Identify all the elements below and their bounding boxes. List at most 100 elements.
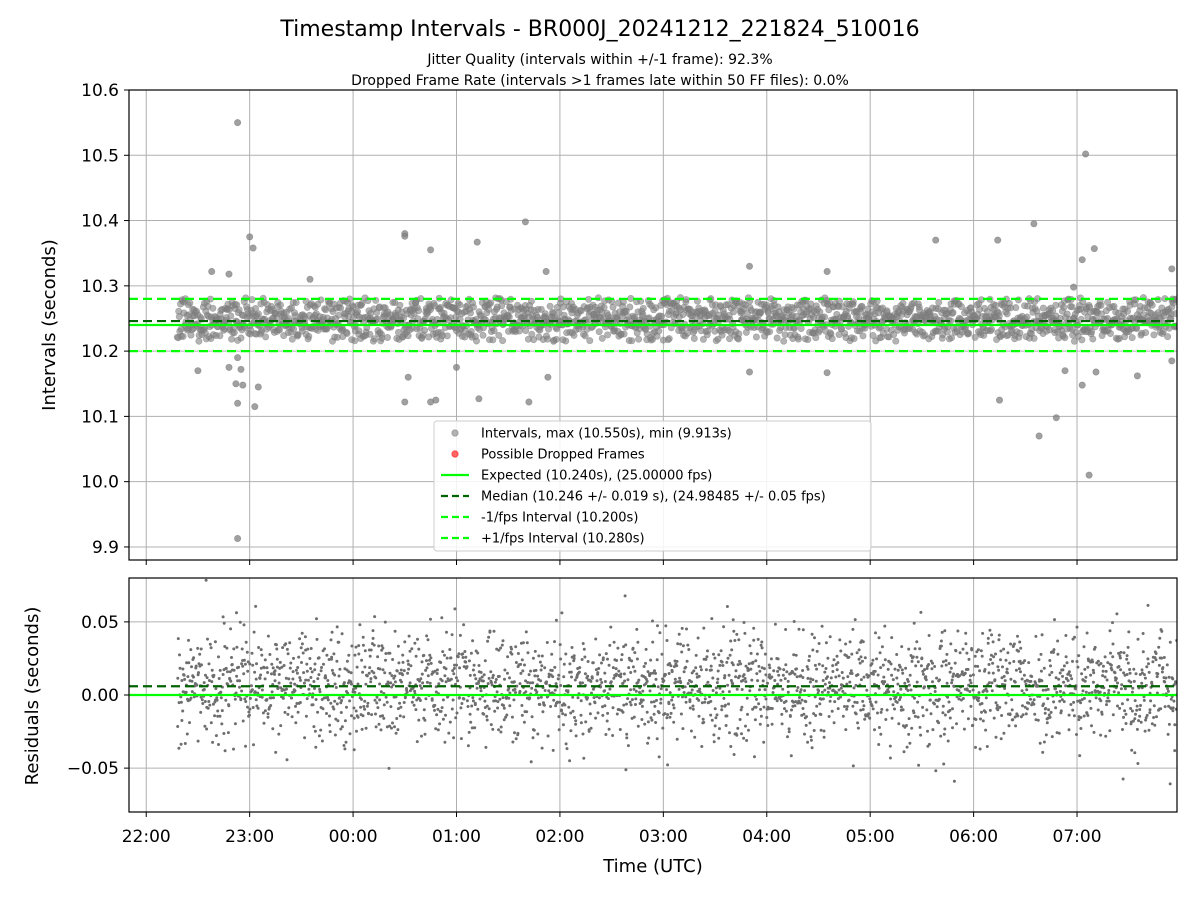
residual-point bbox=[305, 697, 309, 701]
residual-point bbox=[329, 638, 333, 642]
residual-point bbox=[238, 685, 241, 689]
residual-point bbox=[313, 729, 317, 733]
interval-point bbox=[1016, 329, 1024, 337]
residual-point bbox=[750, 678, 754, 682]
residual-point bbox=[691, 707, 695, 711]
residual-point bbox=[792, 653, 796, 657]
residual-point bbox=[177, 746, 181, 750]
residual-point bbox=[984, 696, 988, 700]
residual-point bbox=[219, 696, 223, 700]
residual-point bbox=[1113, 671, 1117, 675]
interval-point bbox=[988, 325, 996, 333]
residual-point bbox=[298, 637, 302, 641]
residual-point bbox=[400, 680, 403, 684]
residual-point bbox=[443, 674, 447, 678]
residual-point bbox=[921, 705, 925, 709]
residual-point bbox=[287, 706, 291, 710]
residual-point bbox=[533, 649, 537, 653]
residual-point bbox=[295, 702, 299, 705]
residual-point bbox=[887, 690, 891, 694]
residual-point bbox=[987, 681, 991, 685]
residual-point bbox=[390, 685, 394, 689]
residual-point bbox=[367, 671, 371, 675]
residual-point bbox=[450, 707, 454, 711]
residual-point bbox=[559, 657, 563, 661]
residual-point bbox=[1030, 675, 1034, 678]
residual-point bbox=[273, 669, 277, 673]
interval-outlier-point bbox=[1085, 471, 1093, 479]
residual-point bbox=[1133, 699, 1137, 703]
residual-point bbox=[1053, 618, 1056, 622]
residual-point bbox=[830, 709, 834, 713]
residual-point bbox=[899, 687, 903, 691]
residual-point bbox=[1017, 667, 1021, 671]
residual-point bbox=[274, 643, 278, 647]
residual-point bbox=[380, 648, 384, 652]
residual-point bbox=[669, 711, 673, 715]
interval-outlier-point bbox=[234, 534, 242, 542]
residual-point bbox=[597, 667, 601, 670]
residual-point bbox=[1008, 712, 1012, 716]
residual-point bbox=[914, 664, 918, 668]
residual-point bbox=[903, 681, 907, 685]
residual-point bbox=[190, 679, 194, 683]
residual-point bbox=[220, 709, 224, 713]
residual-point bbox=[691, 704, 695, 708]
residual-point bbox=[655, 658, 659, 662]
residual-point bbox=[1116, 681, 1119, 685]
residual-point bbox=[710, 718, 714, 722]
residual-point bbox=[924, 678, 928, 682]
residual-point bbox=[700, 701, 704, 705]
residual-point bbox=[246, 660, 250, 664]
residual-point bbox=[1030, 703, 1034, 707]
residual-point bbox=[782, 668, 786, 672]
residual-point bbox=[729, 745, 733, 748]
residual-point bbox=[813, 663, 817, 667]
residual-point bbox=[464, 655, 468, 659]
residual-point bbox=[735, 687, 739, 691]
residual-point bbox=[574, 719, 578, 723]
residual-point bbox=[1142, 673, 1146, 677]
residual-point bbox=[780, 712, 784, 716]
residual-point bbox=[1060, 698, 1064, 702]
residual-point bbox=[310, 670, 314, 674]
residual-point bbox=[808, 654, 811, 658]
residual-point bbox=[1025, 688, 1029, 692]
residual-point bbox=[1159, 707, 1163, 711]
residual-point bbox=[501, 639, 505, 643]
residual-point bbox=[348, 732, 352, 736]
residual-point bbox=[354, 709, 358, 713]
residual-point bbox=[732, 753, 736, 756]
residual-point bbox=[629, 671, 633, 674]
residual-point bbox=[688, 706, 692, 710]
residual-point bbox=[605, 719, 609, 723]
residual-point bbox=[805, 665, 809, 669]
residual-point bbox=[726, 656, 730, 660]
interval-outlier-point bbox=[994, 236, 1002, 244]
residual-point bbox=[624, 643, 628, 647]
residual-point bbox=[1110, 668, 1114, 672]
residual-point bbox=[579, 699, 583, 703]
residual-point bbox=[414, 654, 418, 658]
residual-point bbox=[653, 704, 657, 708]
residual-point bbox=[682, 691, 686, 694]
residual-point bbox=[215, 696, 219, 700]
residual-point bbox=[1104, 734, 1108, 738]
residual-point bbox=[378, 698, 382, 702]
residual-point bbox=[530, 686, 534, 690]
residual-point bbox=[571, 709, 575, 713]
residual-point bbox=[845, 705, 849, 708]
residual-point bbox=[426, 662, 430, 666]
residual-point bbox=[531, 681, 535, 685]
residual-point bbox=[1105, 699, 1109, 703]
residual-point bbox=[919, 664, 923, 668]
residual-point bbox=[512, 680, 516, 684]
residual-point bbox=[300, 661, 303, 664]
residual-point bbox=[877, 636, 881, 640]
residual-point bbox=[1000, 676, 1004, 680]
residual-point bbox=[689, 680, 693, 684]
residual-point bbox=[499, 646, 503, 650]
residual-point bbox=[948, 670, 952, 674]
residual-point bbox=[603, 680, 607, 683]
residual-point bbox=[868, 697, 872, 701]
